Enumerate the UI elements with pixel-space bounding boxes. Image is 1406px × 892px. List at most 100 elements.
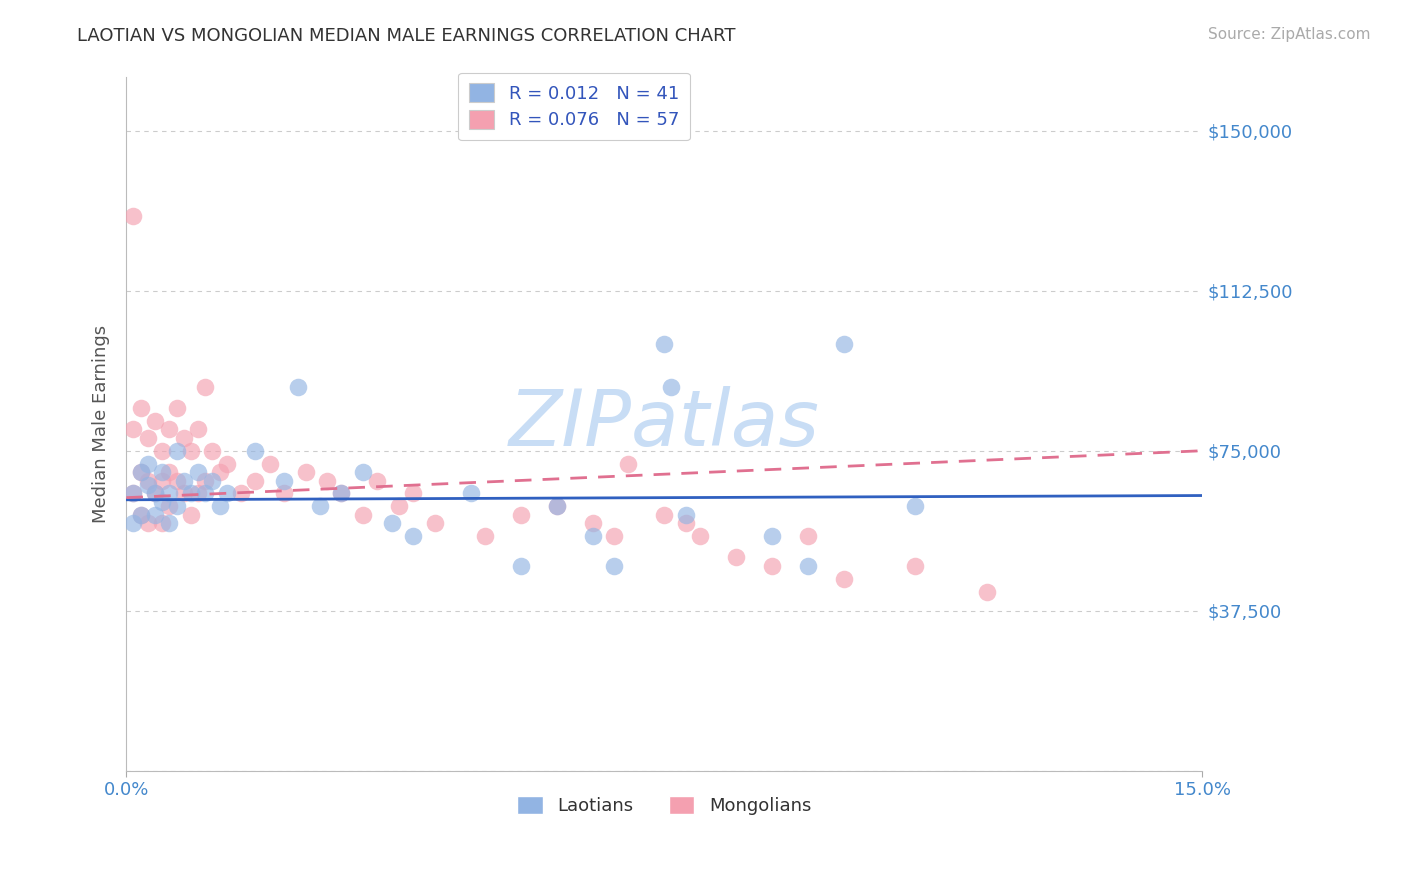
Point <box>187 422 209 436</box>
Point <box>474 529 496 543</box>
Point <box>129 465 152 479</box>
Point <box>546 499 568 513</box>
Point <box>150 516 173 531</box>
Point <box>129 508 152 522</box>
Point <box>136 478 159 492</box>
Point <box>309 499 332 513</box>
Point <box>166 474 188 488</box>
Point <box>136 431 159 445</box>
Point <box>316 474 339 488</box>
Point <box>245 443 267 458</box>
Point <box>724 550 747 565</box>
Point <box>904 499 927 513</box>
Point <box>460 486 482 500</box>
Point <box>157 422 180 436</box>
Point <box>330 486 353 500</box>
Point <box>166 443 188 458</box>
Point <box>330 486 353 500</box>
Point <box>381 516 404 531</box>
Point <box>796 529 818 543</box>
Point <box>173 474 195 488</box>
Point <box>122 422 145 436</box>
Point <box>150 443 173 458</box>
Point <box>796 558 818 573</box>
Point <box>129 465 152 479</box>
Point <box>187 465 209 479</box>
Point <box>157 516 180 531</box>
Point <box>143 486 166 500</box>
Point <box>129 508 152 522</box>
Point <box>259 457 281 471</box>
Y-axis label: Median Male Earnings: Median Male Earnings <box>93 325 110 523</box>
Text: ZIPatlas: ZIPatlas <box>509 386 820 462</box>
Point <box>201 474 224 488</box>
Point <box>388 499 411 513</box>
Point <box>122 486 145 500</box>
Point <box>761 558 783 573</box>
Point <box>603 529 626 543</box>
Point <box>976 584 998 599</box>
Point <box>904 558 927 573</box>
Point <box>173 431 195 445</box>
Point <box>215 457 238 471</box>
Point <box>180 486 202 500</box>
Point <box>675 508 697 522</box>
Point <box>180 508 202 522</box>
Point <box>675 516 697 531</box>
Point <box>546 499 568 513</box>
Point <box>832 572 855 586</box>
Point <box>208 499 231 513</box>
Point <box>245 474 267 488</box>
Point <box>194 380 217 394</box>
Legend: Laotians, Mongolians: Laotians, Mongolians <box>508 787 820 824</box>
Point <box>215 486 238 500</box>
Point <box>157 465 180 479</box>
Point <box>661 380 683 394</box>
Point <box>652 337 675 351</box>
Point <box>136 457 159 471</box>
Point <box>832 337 855 351</box>
Point <box>366 474 388 488</box>
Point <box>194 486 217 500</box>
Point <box>509 558 531 573</box>
Point <box>352 465 374 479</box>
Point <box>294 465 316 479</box>
Point <box>581 529 603 543</box>
Point <box>150 474 173 488</box>
Point <box>173 486 195 500</box>
Point <box>423 516 446 531</box>
Point <box>187 486 209 500</box>
Point <box>509 508 531 522</box>
Point <box>273 474 295 488</box>
Point <box>150 495 173 509</box>
Point <box>166 401 188 415</box>
Point <box>122 486 145 500</box>
Point <box>122 209 145 223</box>
Point <box>761 529 783 543</box>
Point <box>136 474 159 488</box>
Point <box>208 465 231 479</box>
Point <box>201 443 224 458</box>
Point <box>136 516 159 531</box>
Point <box>143 486 166 500</box>
Point <box>166 499 188 513</box>
Point <box>581 516 603 531</box>
Point <box>603 558 626 573</box>
Point <box>287 380 309 394</box>
Point <box>229 486 252 500</box>
Point <box>273 486 295 500</box>
Point <box>194 474 217 488</box>
Point <box>122 516 145 531</box>
Text: Source: ZipAtlas.com: Source: ZipAtlas.com <box>1208 27 1371 42</box>
Point <box>157 499 180 513</box>
Point <box>402 486 425 500</box>
Point <box>617 457 640 471</box>
Point <box>157 486 180 500</box>
Point <box>150 465 173 479</box>
Point <box>689 529 711 543</box>
Point <box>180 443 202 458</box>
Point <box>129 401 152 415</box>
Point <box>143 414 166 428</box>
Point <box>143 508 166 522</box>
Point <box>352 508 374 522</box>
